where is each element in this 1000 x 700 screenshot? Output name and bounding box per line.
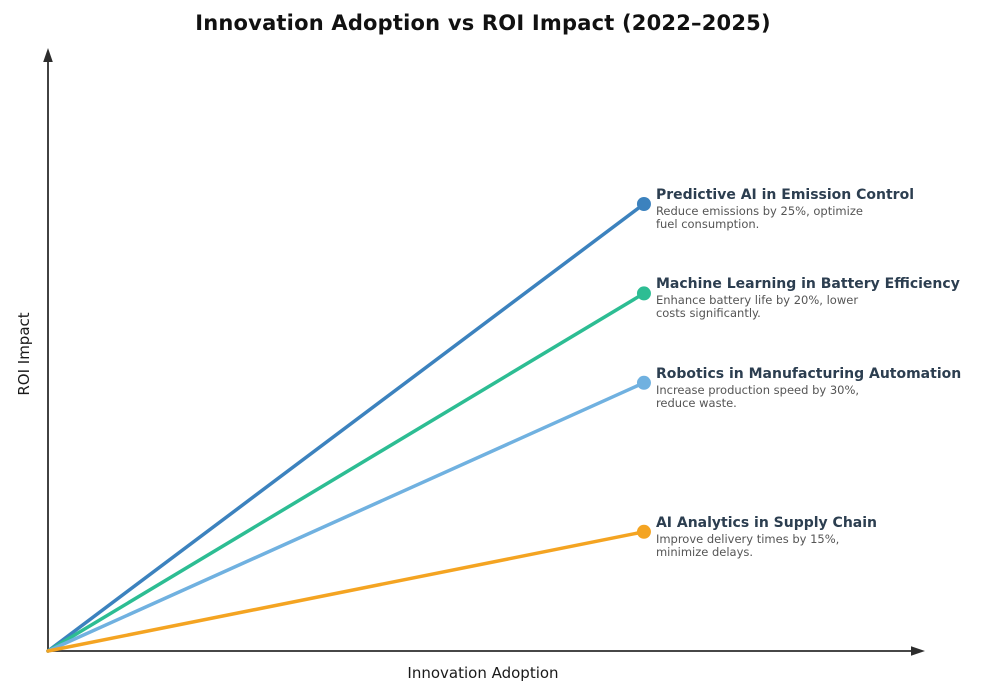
series-line (46, 530, 646, 653)
annotation-1: Machine Learning in Battery Efficiency E… (656, 276, 986, 320)
chart-title: Innovation Adoption vs ROI Impact (2022–… (195, 11, 771, 35)
annotation-desc-line: Increase production speed by 30%, (655, 382, 860, 397)
annotation-0: Predictive AI in Emission Control Reduce… (656, 187, 986, 231)
x-axis-arrow-icon (911, 646, 925, 656)
x-axis-label: Innovation Adoption (407, 664, 559, 682)
annotation-title: Machine Learning in Battery Efficiency (655, 276, 960, 293)
annotation-desc-line: costs significantly. (655, 306, 761, 321)
annotation-desc-line: reduce waste. (655, 395, 737, 410)
series-endpoint-marker (636, 375, 651, 390)
series-layer (46, 197, 651, 653)
series-line (46, 202, 646, 653)
annotation-desc-line: fuel consumption. (655, 217, 760, 231)
annotation-2: Robotics in Manufacturing Automation Inc… (656, 366, 986, 410)
annotation-desc-line: Reduce emissions by 25%, optimize (655, 204, 863, 218)
annotation-desc-line: minimize delays. (655, 544, 754, 559)
series-line (46, 291, 646, 653)
y-axis-label: ROI Impact (15, 312, 33, 396)
series-line (46, 381, 646, 653)
series-endpoint-marker (636, 197, 651, 211)
annotation-desc-line: Enhance battery life by 20%, lower (655, 293, 859, 308)
y-axis-arrow-icon (43, 48, 53, 62)
annotation-desc-line: Improve delivery times by 15%, (655, 531, 840, 546)
annotation-title: AI Analytics in Supply Chain (655, 514, 878, 531)
annotation-title: Robotics in Manufacturing Automation (655, 365, 962, 382)
series-endpoint-marker (636, 286, 651, 301)
annotation-3: AI Analytics in Supply Chain Improve del… (656, 515, 986, 559)
annotation-title: Predictive AI in Emission Control (655, 187, 915, 203)
series-endpoint-marker (636, 524, 651, 539)
